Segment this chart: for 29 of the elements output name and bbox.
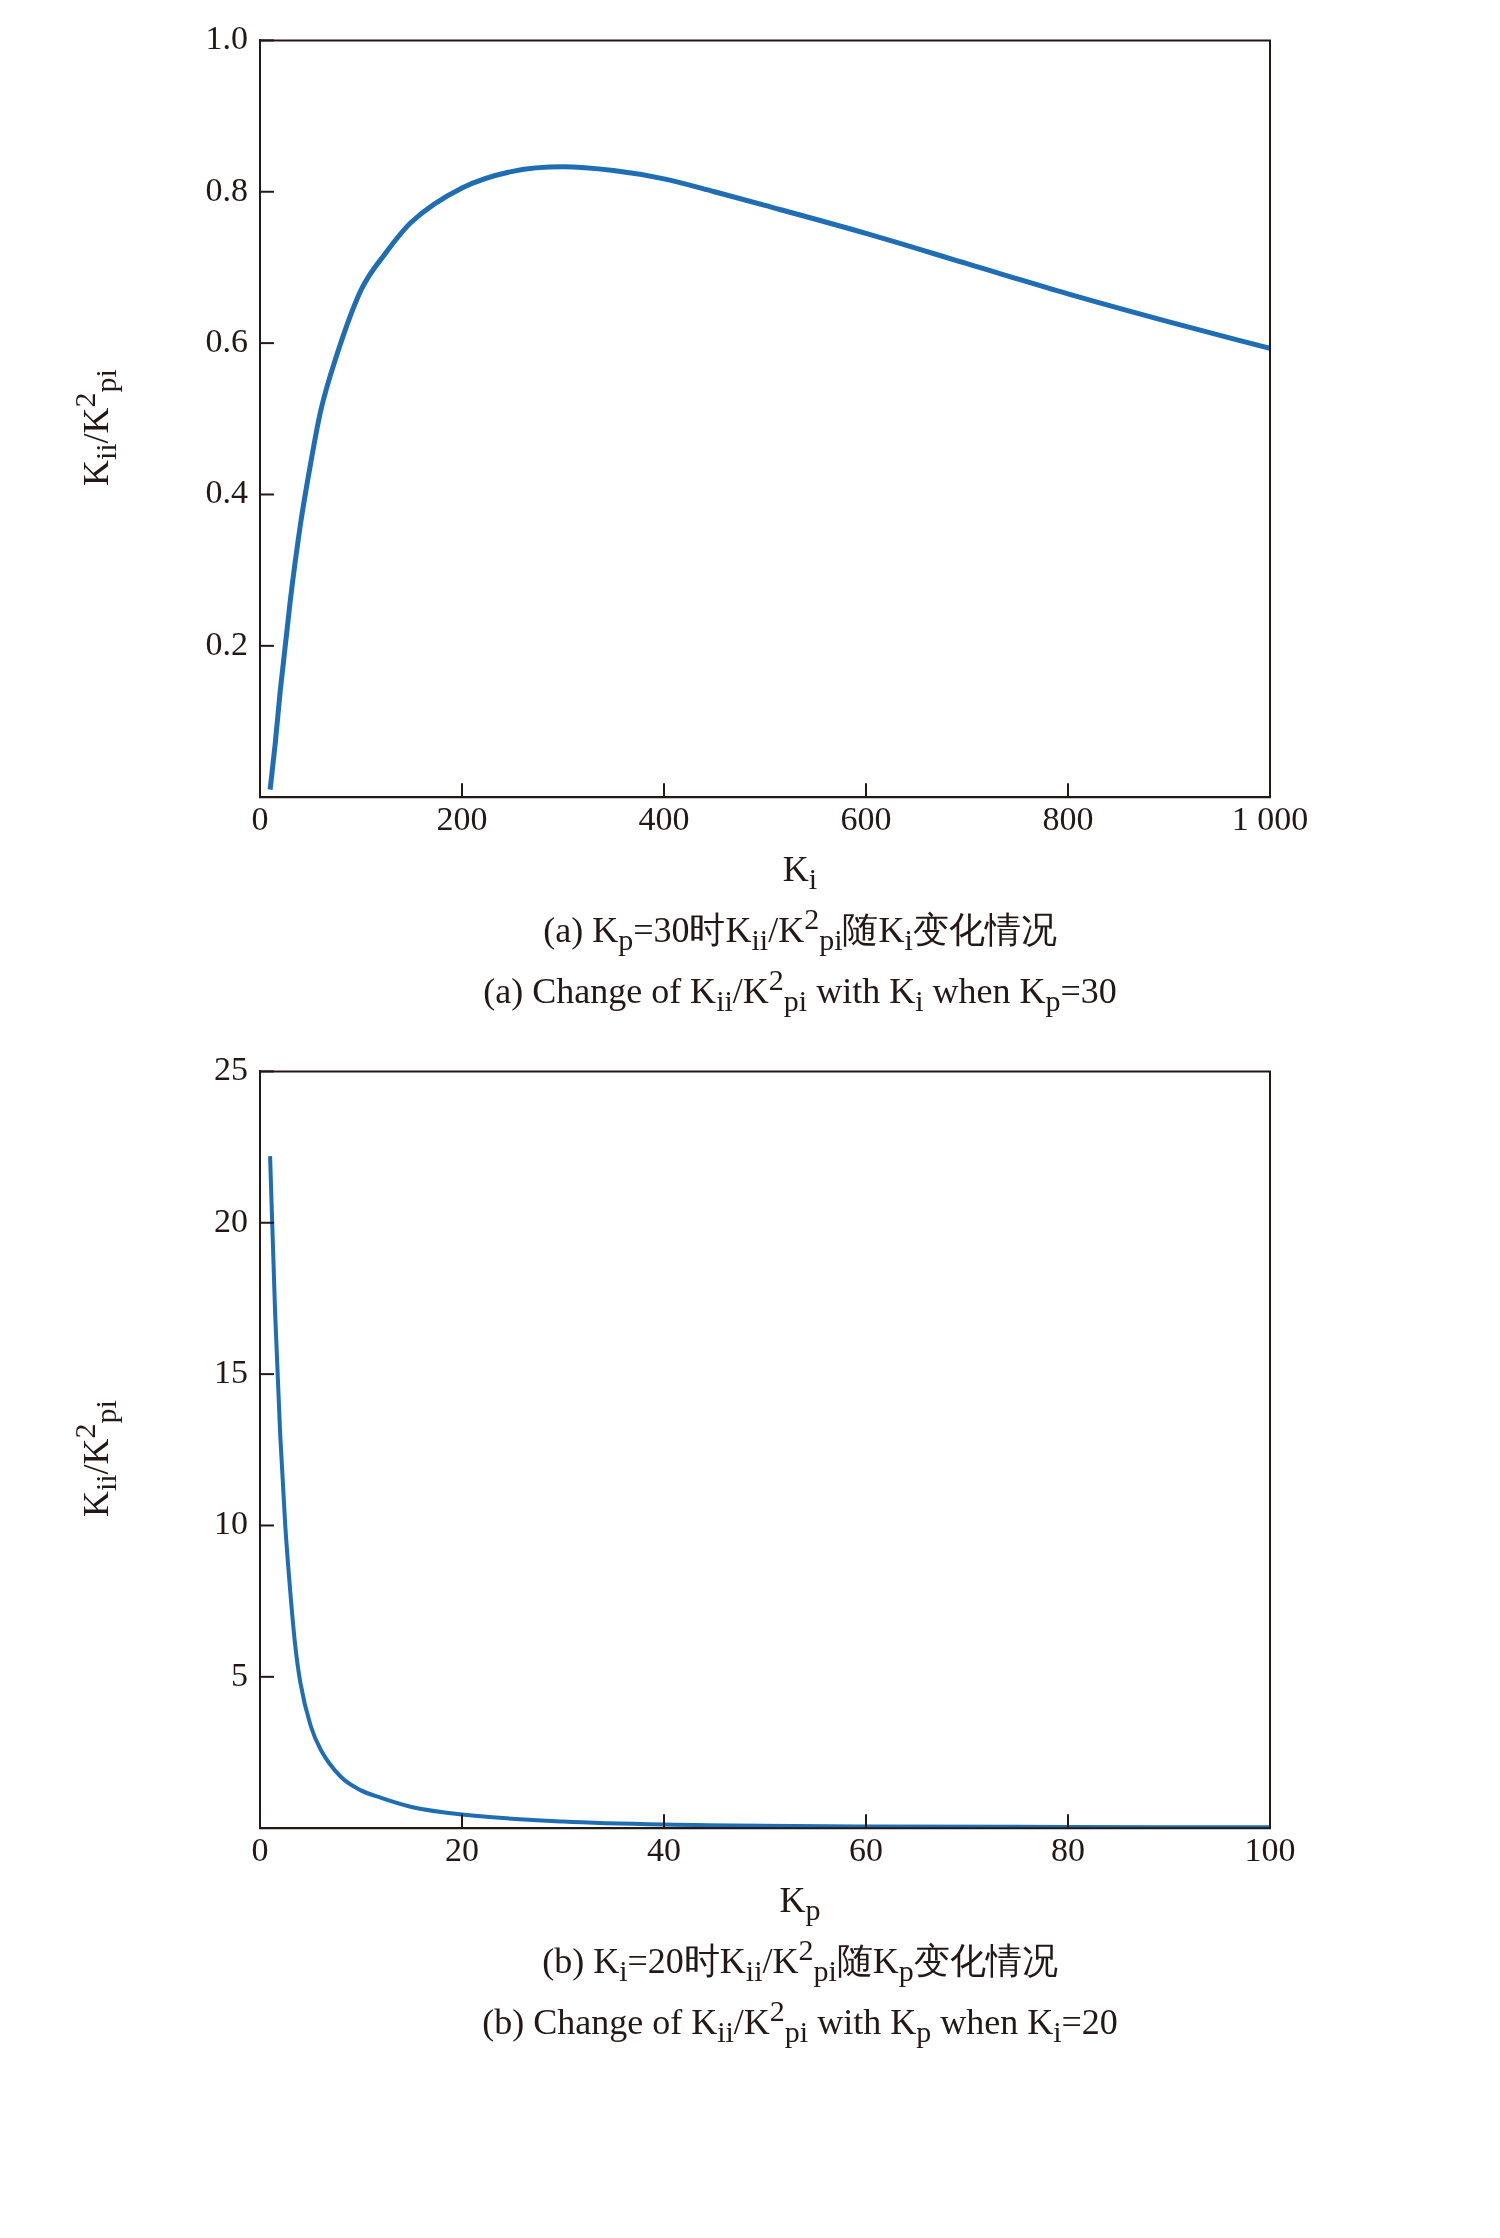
text: (a) K$_{p}$=30时K$_{ii}$/K$^{2}$$_{pi}$随K$_{i}$变化情况 [543,902,1057,957]
x-tick-label: 0 [251,1830,269,1868]
y-tick-label: 15 [214,1352,248,1390]
y-tick-label: 5 [231,1655,248,1693]
x-tick-label: 80 [1051,1830,1085,1868]
x-axis-title: K$_{i}$ [781,848,819,897]
y-tick-label: 0.2 [205,624,248,662]
y-tick-label: 1.0 [205,19,248,57]
y-tick-label: 25 [214,1049,248,1087]
x-tick-label: 40 [647,1830,681,1868]
x-tick-label: 0 [251,799,269,837]
x-tick-label: 60 [849,1830,883,1868]
x-tick-label: 600 [840,799,892,837]
text: (b) K$_{i}$=20时K$_{ii}$/K$^{2}$$_{pi}$随K$_{p}$变化情况 [542,1932,1058,1987]
y-tick-label: 10 [214,1503,248,1541]
y-tick-label: 0.6 [205,322,248,360]
x-tick-label: 800 [1042,799,1094,837]
y-tick-label: 0.8 [205,170,248,208]
y-tick-label: 20 [214,1201,248,1239]
x-tick-label: 1 000 [1231,799,1309,837]
x-axis-title: K$_{p}$ [778,1878,822,1927]
line-series [268,1153,1270,1828]
x-tick-label: 100 [1244,1830,1296,1868]
text: (b) Change of K$_{ii}$/K$^{2}$$_{pi}$ with K$_{p}$ when K$_{i}$=20 [482,1993,1118,2049]
text: (a) Change of K$_{ii}$/K$^{2}$$_{pi}$ with K$_{i}$ when K$_{p}$=30 [483,963,1117,1018]
x-tick-label: 20 [445,1830,479,1868]
x-tick-label: 400 [638,799,690,837]
y-tick-label: 0.4 [205,473,248,511]
x-tick-label: 200 [436,799,488,837]
